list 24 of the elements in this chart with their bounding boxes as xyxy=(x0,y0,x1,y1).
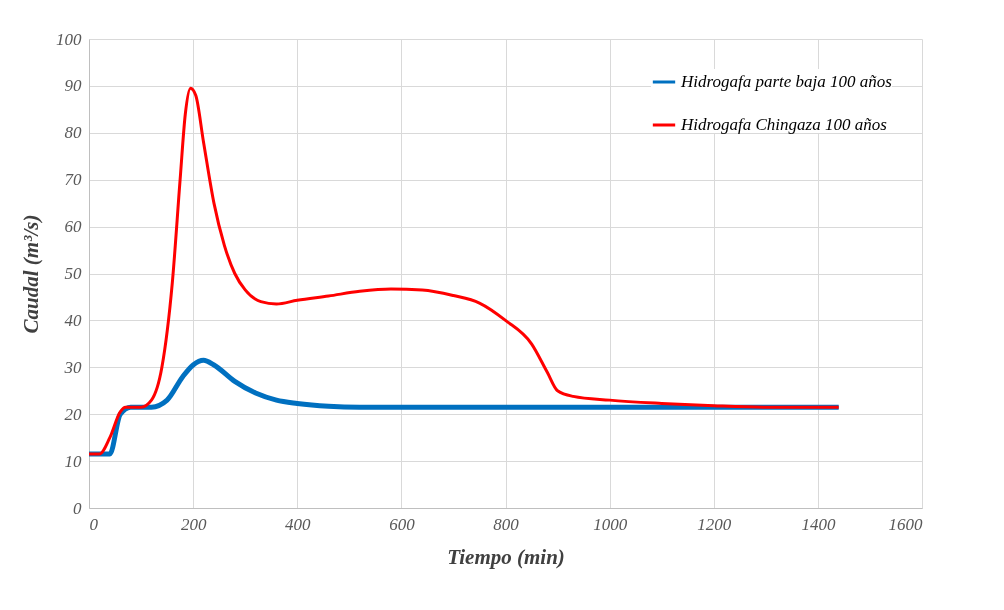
x-tick-label: 600 xyxy=(389,514,416,534)
y-tick-label: 0 xyxy=(73,498,82,518)
legend-label: Hidrogafa parte baja 100 años xyxy=(680,72,893,91)
x-tick-label: 0 xyxy=(89,514,99,534)
x-tick-label: 400 xyxy=(285,514,311,534)
y-tick-label: 100 xyxy=(56,29,82,49)
y-axis-title: Caudal (m³/s) xyxy=(19,214,43,334)
x-tick-label: 1400 xyxy=(801,514,836,534)
x-tick-label: 1000 xyxy=(593,514,628,534)
legend-label: Hidrogafa Chingaza 100 años xyxy=(680,115,888,134)
y-tick-label: 80 xyxy=(64,123,82,143)
x-tick-label: 200 xyxy=(180,514,207,534)
x-tick-label: 1200 xyxy=(697,514,732,534)
x-tick-label: 800 xyxy=(493,514,520,534)
y-tick-label: 20 xyxy=(64,404,82,424)
y-tick-label: 50 xyxy=(64,264,82,283)
y-tick-label: 10 xyxy=(64,451,82,471)
y-tick-label: 90 xyxy=(64,76,82,96)
y-tick-label: 60 xyxy=(64,217,82,237)
y-tick-label: 40 xyxy=(64,310,82,330)
y-tick-label: 70 xyxy=(64,170,82,190)
x-axis-title: Tiempo (min) xyxy=(447,544,565,569)
y-tick-label: 30 xyxy=(63,357,82,377)
x-tick-label: 1600 xyxy=(888,514,923,534)
